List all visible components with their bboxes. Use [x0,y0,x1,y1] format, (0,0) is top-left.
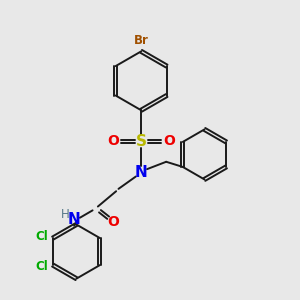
Text: Cl: Cl [35,230,48,243]
Text: O: O [163,134,175,148]
Text: O: O [107,215,119,229]
Text: N: N [68,212,80,227]
Text: H: H [61,208,70,221]
Text: Cl: Cl [35,260,48,273]
Text: S: S [136,134,147,149]
Text: Br: Br [134,34,148,47]
Text: O: O [107,134,119,148]
Text: N: N [135,165,148,180]
